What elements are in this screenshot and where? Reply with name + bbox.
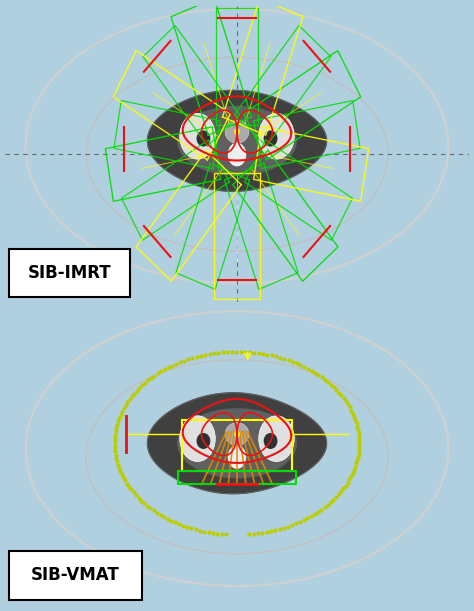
Polygon shape bbox=[147, 393, 327, 494]
Ellipse shape bbox=[264, 131, 277, 147]
FancyBboxPatch shape bbox=[9, 551, 142, 599]
Polygon shape bbox=[178, 106, 296, 175]
Ellipse shape bbox=[180, 113, 215, 159]
FancyBboxPatch shape bbox=[9, 249, 130, 297]
Ellipse shape bbox=[197, 433, 210, 449]
Text: SIB-IMRT: SIB-IMRT bbox=[28, 264, 111, 282]
Polygon shape bbox=[147, 90, 327, 191]
Ellipse shape bbox=[197, 131, 210, 147]
Ellipse shape bbox=[259, 415, 294, 461]
Ellipse shape bbox=[180, 415, 215, 461]
Ellipse shape bbox=[228, 143, 246, 166]
Ellipse shape bbox=[264, 433, 277, 449]
Ellipse shape bbox=[235, 129, 239, 134]
Ellipse shape bbox=[259, 113, 294, 159]
Ellipse shape bbox=[225, 423, 249, 445]
Ellipse shape bbox=[225, 120, 249, 143]
Ellipse shape bbox=[235, 431, 239, 437]
Text: SIB-VMAT: SIB-VMAT bbox=[31, 566, 120, 584]
Ellipse shape bbox=[228, 445, 246, 469]
Polygon shape bbox=[178, 409, 296, 478]
